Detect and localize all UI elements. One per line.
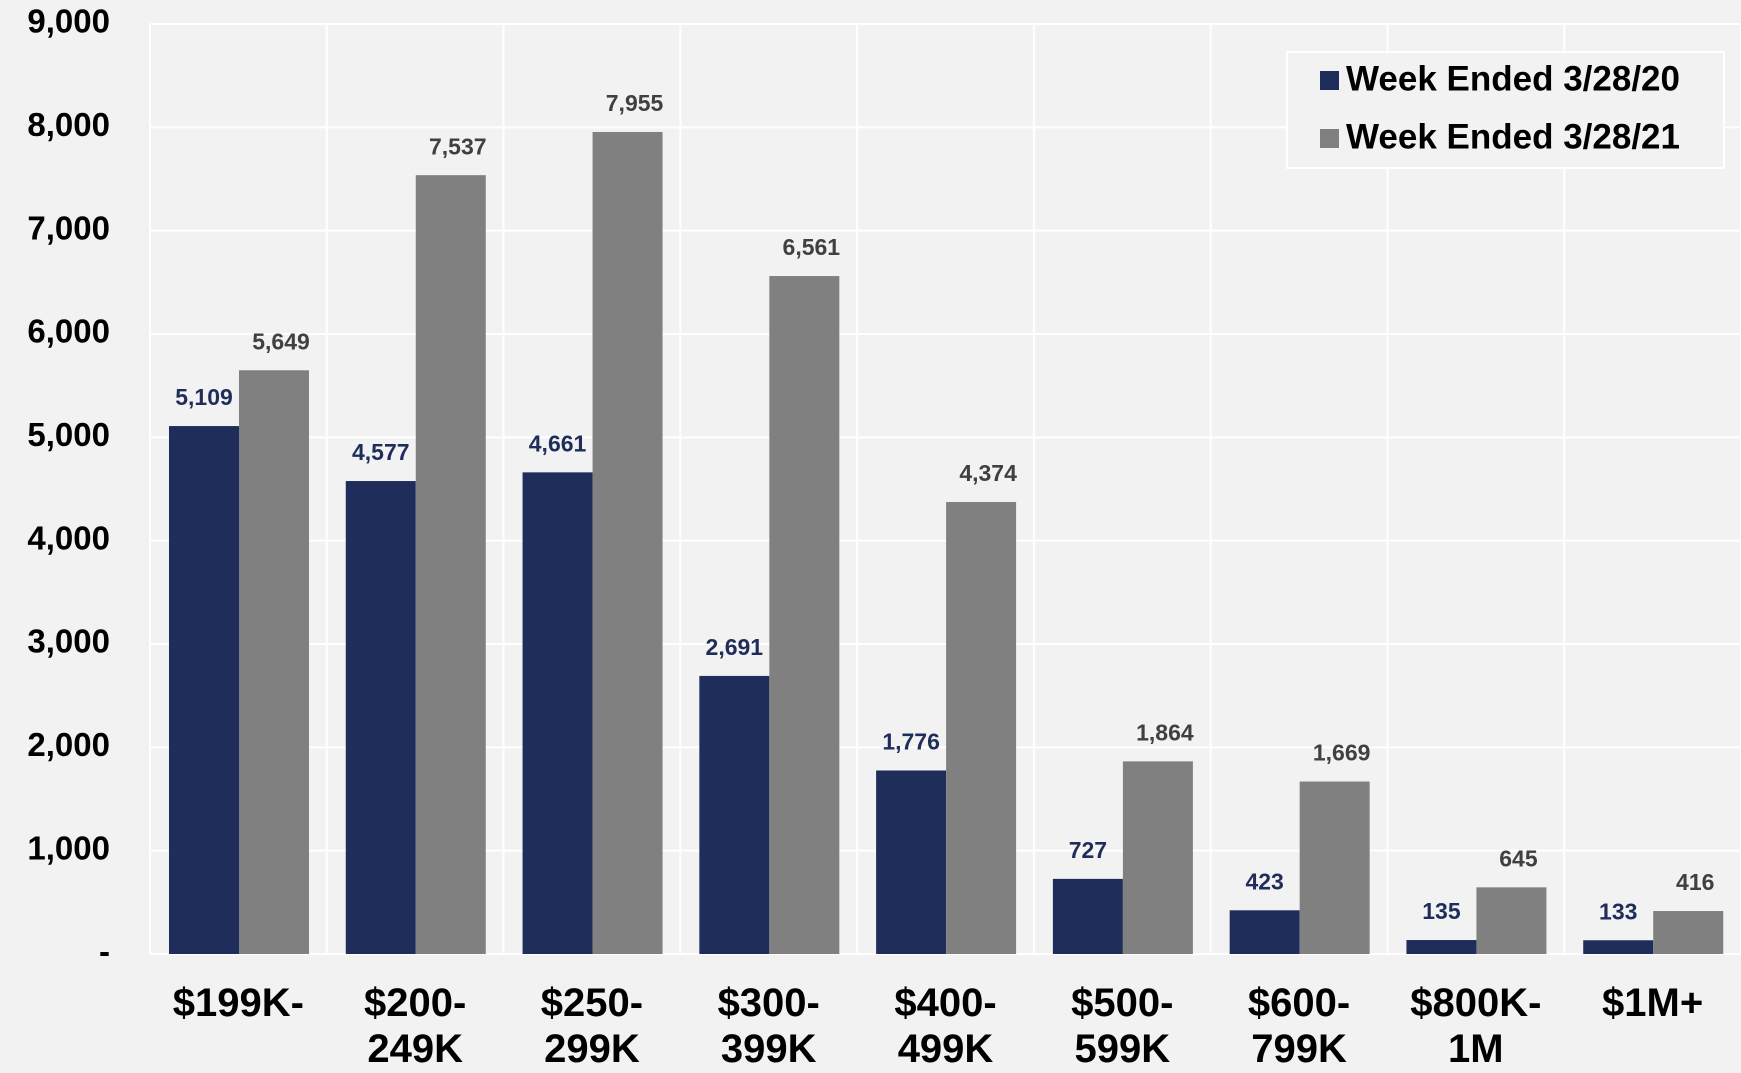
value-label: 5,649 — [252, 328, 310, 354]
y-tick-label: 6,000 — [27, 313, 110, 350]
x-tick-label: $500-599K — [1071, 981, 1173, 1071]
value-label: 7,955 — [606, 90, 664, 116]
y-tick-label: 3,000 — [27, 623, 110, 660]
y-tick-label: 8,000 — [27, 106, 110, 143]
x-tick-label-line: 1M — [1448, 1027, 1504, 1071]
x-tick-label: $250-299K — [541, 981, 643, 1071]
value-label: 6,561 — [783, 234, 841, 260]
bar — [1583, 940, 1654, 954]
bar — [1229, 910, 1300, 954]
x-tick-label: $400-499K — [894, 981, 996, 1071]
bar — [876, 770, 947, 954]
bar — [1299, 781, 1370, 954]
value-label: 133 — [1599, 898, 1637, 924]
y-tick-label: 4,000 — [27, 519, 110, 556]
bar — [415, 175, 486, 955]
value-label: 727 — [1069, 837, 1107, 863]
legend-swatch — [1320, 71, 1339, 90]
bar — [1653, 911, 1724, 954]
x-tick-label: $200-249K — [364, 981, 466, 1071]
x-tick-label-line: 799K — [1251, 1027, 1347, 1071]
legend-swatch — [1320, 129, 1339, 148]
x-tick-label-line: $199K- — [173, 981, 304, 1025]
x-tick-label: $199K- — [173, 981, 304, 1025]
value-label: 7,537 — [429, 133, 487, 159]
value-label: 5,109 — [175, 384, 233, 410]
value-label: 423 — [1245, 868, 1283, 894]
x-tick-label-line: $500- — [1071, 981, 1173, 1025]
bar — [1052, 878, 1123, 954]
x-tick-label: $800K-1M — [1410, 981, 1541, 1071]
bar — [946, 502, 1017, 954]
x-tick-label: $600-799K — [1248, 981, 1350, 1071]
legend-label: Week Ended 3/28/21 — [1346, 117, 1680, 156]
y-tick-label: 1,000 — [27, 829, 110, 866]
y-tick-label: 2,000 — [27, 726, 110, 763]
value-label: 4,661 — [529, 430, 587, 456]
bar — [769, 276, 840, 954]
bar — [1406, 940, 1477, 954]
y-tick-label: 7,000 — [27, 209, 110, 246]
y-tick-label: 9,000 — [27, 3, 110, 40]
value-label: 1,864 — [1136, 719, 1194, 745]
bar — [1122, 761, 1193, 954]
bar — [699, 675, 770, 954]
x-tick-label: $1M+ — [1602, 981, 1703, 1025]
value-label: 416 — [1676, 869, 1714, 895]
x-tick-label-line: 499K — [898, 1027, 994, 1071]
x-tick-label-line: $300- — [718, 981, 820, 1025]
legend-label: Week Ended 3/28/20 — [1346, 59, 1680, 98]
x-tick-label-line: 299K — [544, 1027, 640, 1071]
x-tick-label-line: 399K — [721, 1027, 817, 1071]
bar — [1476, 887, 1547, 954]
bar — [345, 481, 416, 954]
x-tick-label: $300-399K — [718, 981, 820, 1071]
value-label: 2,691 — [706, 634, 764, 660]
bar — [169, 426, 239, 954]
legend-box — [1286, 51, 1725, 169]
value-label: 1,776 — [882, 729, 940, 755]
x-tick-label-line: $200- — [364, 981, 466, 1025]
y-tick-label: - — [99, 933, 110, 970]
y-tick-label: 5,000 — [27, 416, 110, 453]
value-label: 4,577 — [352, 439, 410, 465]
value-label: 645 — [1499, 845, 1538, 871]
x-tick-label-line: $400- — [894, 981, 996, 1025]
value-label: 1,669 — [1313, 740, 1371, 766]
value-label: 135 — [1422, 898, 1461, 924]
x-tick-label-line: $800K- — [1410, 981, 1541, 1025]
x-tick-label-line: $600- — [1248, 981, 1350, 1025]
x-tick-label-line: $250- — [541, 981, 643, 1025]
bar — [522, 472, 593, 954]
bar — [592, 131, 663, 954]
x-tick-label-line: 249K — [367, 1027, 463, 1071]
x-tick-label-line: 599K — [1074, 1027, 1170, 1071]
x-tick-label-line: $1M+ — [1602, 981, 1703, 1025]
value-label: 4,374 — [959, 460, 1017, 486]
bar — [239, 370, 309, 954]
